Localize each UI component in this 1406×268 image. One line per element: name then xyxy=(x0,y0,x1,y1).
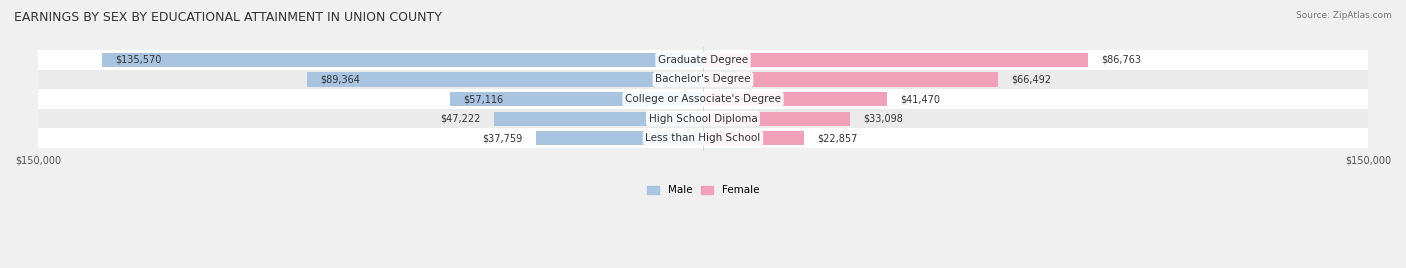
Text: Bachelor's Degree: Bachelor's Degree xyxy=(655,75,751,84)
Text: $86,763: $86,763 xyxy=(1101,55,1140,65)
Bar xyxy=(536,131,703,145)
Text: High School Diploma: High School Diploma xyxy=(648,114,758,124)
Bar xyxy=(703,92,887,106)
Legend: Male, Female: Male, Female xyxy=(643,181,763,200)
Text: Graduate Degree: Graduate Degree xyxy=(658,55,748,65)
Bar xyxy=(307,72,703,87)
Bar xyxy=(703,111,849,126)
Text: Source: ZipAtlas.com: Source: ZipAtlas.com xyxy=(1296,11,1392,20)
Text: $47,222: $47,222 xyxy=(440,114,481,124)
Text: $135,570: $135,570 xyxy=(115,55,162,65)
Text: $89,364: $89,364 xyxy=(321,75,360,84)
Text: $66,492: $66,492 xyxy=(1011,75,1052,84)
Bar xyxy=(450,92,703,106)
Text: College or Associate's Degree: College or Associate's Degree xyxy=(626,94,780,104)
Bar xyxy=(494,111,703,126)
Text: $33,098: $33,098 xyxy=(863,114,903,124)
Bar xyxy=(38,50,1368,70)
Bar xyxy=(38,89,1368,109)
Text: EARNINGS BY SEX BY EDUCATIONAL ATTAINMENT IN UNION COUNTY: EARNINGS BY SEX BY EDUCATIONAL ATTAINMEN… xyxy=(14,11,441,24)
Text: $57,116: $57,116 xyxy=(463,94,503,104)
Text: Less than High School: Less than High School xyxy=(645,133,761,143)
Text: $41,470: $41,470 xyxy=(900,94,941,104)
Bar xyxy=(703,131,804,145)
Text: $37,759: $37,759 xyxy=(482,133,522,143)
Bar xyxy=(38,128,1368,148)
Text: $22,857: $22,857 xyxy=(818,133,858,143)
Bar xyxy=(103,53,703,67)
Bar xyxy=(38,109,1368,128)
Bar xyxy=(38,70,1368,89)
Bar xyxy=(703,72,998,87)
Bar xyxy=(703,53,1088,67)
